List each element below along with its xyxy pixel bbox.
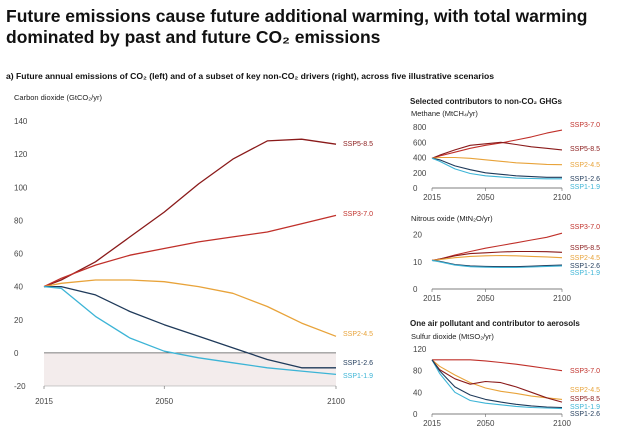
n2o-label-ssp2-45: SSP2-4.5 xyxy=(570,255,600,262)
methane-series-ssp5-85 xyxy=(431,141,563,159)
co2-label-ssp2-45: SSP2-4.5 xyxy=(343,331,373,338)
so2-label-ssp1-19: SSP1-1.9 xyxy=(570,404,600,411)
n2o-series-ssp1-19 xyxy=(431,259,563,269)
co2-series-ssp5-85 xyxy=(43,138,337,288)
n2o-ytick: 10 xyxy=(413,258,422,267)
co2-label-ssp1-19: SSP1-1.9 xyxy=(343,373,373,380)
n2o-label-ssp1-26: SSP1-2.6 xyxy=(570,263,600,270)
methane-series-ssp2-45 xyxy=(431,156,563,166)
so2-series-ssp1-19 xyxy=(431,359,563,410)
methane-xtick: 2050 xyxy=(477,193,495,202)
co2-label-ssp3-70: SSP3-7.0 xyxy=(343,211,373,218)
methane-xtick: 2100 xyxy=(553,193,571,202)
methane-xtick: 2015 xyxy=(423,193,441,202)
co2-xtick: 2015 xyxy=(35,397,53,406)
so2-ylabel: Sulfur dioxide (MtSO₂/yr) xyxy=(411,332,494,341)
co2-ylabel: Carbon dioxide (GtCO₂/yr) xyxy=(14,93,102,102)
so2-ytick: 120 xyxy=(413,345,427,354)
n2o-label-ssp3-70: SSP3-7.0 xyxy=(570,224,600,231)
methane-series-ssp3-70 xyxy=(431,129,563,159)
methane-label-ssp1-19: SSP1-1.9 xyxy=(570,184,600,191)
methane-label-ssp3-70: SSP3-7.0 xyxy=(570,122,600,129)
so2-label-ssp2-45: SSP2-4.5 xyxy=(570,387,600,394)
so2-label-ssp1-26: SSP1-2.6 xyxy=(570,411,600,418)
n2o-series-ssp1-26 xyxy=(431,259,563,268)
methane-ytick: 600 xyxy=(413,138,427,147)
co2-ytick: 20 xyxy=(14,316,23,325)
n2o-series-ssp5-85 xyxy=(431,250,563,261)
co2-negative-shade xyxy=(44,352,336,386)
so2-xtick: 2100 xyxy=(553,419,571,428)
so2-label-ssp3-70: SSP3-7.0 xyxy=(570,368,600,375)
methane-ytick: 400 xyxy=(413,154,427,163)
so2-ytick: 40 xyxy=(413,388,422,397)
figure-title: Future emissions cause future additional… xyxy=(6,6,588,47)
n2o-series-ssp2-45 xyxy=(431,254,563,261)
nonco2-heading: Selected contributors to non-CO₂ GHGs xyxy=(410,97,563,106)
methane-label-ssp2-45: SSP2-4.5 xyxy=(570,162,600,169)
co2-label-ssp5-85: SSP5-8.5 xyxy=(343,141,373,148)
methane-series-ssp1-19 xyxy=(431,157,562,180)
n2o-xtick: 2050 xyxy=(477,294,495,303)
so2-ytick: 0 xyxy=(413,410,418,419)
n2o-xtick: 2015 xyxy=(423,294,441,303)
n2o-ylabel: Nitrous oxide (MtN₂O/yr) xyxy=(411,214,493,223)
aerosol-heading: One air pollutant and contributor to aer… xyxy=(410,319,580,328)
co2-ytick: 40 xyxy=(14,283,23,292)
co2-label-ssp1-26: SSP1-2.6 xyxy=(343,360,373,367)
so2-series-ssp1-26 xyxy=(431,359,563,409)
n2o-xtick: 2100 xyxy=(553,294,571,303)
n2o-ytick: 20 xyxy=(413,231,422,240)
co2-ytick: 0 xyxy=(14,349,19,358)
so2-series-ssp5-85 xyxy=(431,359,563,403)
co2-series-ssp1-19 xyxy=(43,285,337,376)
co2-ytick: 100 xyxy=(14,183,28,192)
so2-xtick: 2015 xyxy=(423,419,441,428)
n2o-ytick: 0 xyxy=(413,285,418,294)
methane-ylabel: Methane (MtCH₄/yr) xyxy=(411,109,478,118)
co2-series-ssp3-70 xyxy=(43,214,337,288)
so2-series-ssp2-45 xyxy=(431,359,563,400)
co2-xtick: 2050 xyxy=(155,397,173,406)
co2-ytick: -20 xyxy=(14,382,26,391)
methane-label-ssp1-26: SSP1-2.6 xyxy=(570,176,600,183)
methane-ytick: 200 xyxy=(413,169,427,178)
methane-series-ssp1-26 xyxy=(431,157,562,178)
methane-label-ssp5-85: SSP5-8.5 xyxy=(570,146,600,153)
co2-ytick: 60 xyxy=(14,250,23,259)
so2-ytick: 80 xyxy=(413,367,422,376)
co2-xtick: 2100 xyxy=(327,397,345,406)
n2o-label-ssp1-19: SSP1-1.9 xyxy=(570,270,600,277)
figure-subtitle: a) Future annual emissions of CO₂ (left)… xyxy=(6,71,495,81)
co2-ytick: 80 xyxy=(14,216,23,225)
methane-ytick: 0 xyxy=(413,184,418,193)
n2o-label-ssp5-85: SSP5-8.5 xyxy=(570,245,600,252)
methane-ytick: 800 xyxy=(413,123,427,132)
so2-series-ssp3-70 xyxy=(432,359,563,372)
co2-series-ssp1-26 xyxy=(44,285,336,369)
co2-ytick: 140 xyxy=(14,117,28,126)
co2-series-ssp2-45 xyxy=(43,279,337,337)
co2-ytick: 120 xyxy=(14,150,28,159)
so2-label-ssp5-85: SSP5-8.5 xyxy=(570,396,600,403)
so2-xtick: 2050 xyxy=(477,419,495,428)
